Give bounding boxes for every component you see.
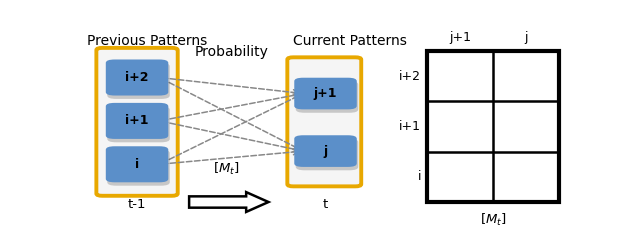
FancyBboxPatch shape [287,57,361,186]
FancyBboxPatch shape [294,78,356,109]
Text: i+1: i+1 [125,114,148,127]
FancyBboxPatch shape [106,60,168,96]
Text: i: i [418,170,421,183]
Text: $\left[ M_t \right]$: $\left[ M_t \right]$ [479,212,506,229]
Text: Probability: Probability [195,45,268,60]
FancyBboxPatch shape [108,150,170,186]
Text: t-1: t-1 [128,197,147,210]
Text: i+2: i+2 [125,71,148,84]
Text: $\left[ M_t \right]$: $\left[ M_t \right]$ [213,160,239,177]
FancyBboxPatch shape [97,48,178,196]
Text: i: i [135,158,139,171]
Bar [428,51,559,202]
FancyBboxPatch shape [108,106,170,142]
FancyBboxPatch shape [294,135,356,167]
FancyArrow shape [189,192,269,212]
Text: j+1: j+1 [449,32,471,45]
Text: i+2: i+2 [399,70,421,83]
Text: Current Patterns: Current Patterns [293,34,407,48]
Text: j+1: j+1 [314,87,337,100]
Text: j: j [323,145,328,158]
FancyBboxPatch shape [106,146,168,182]
FancyBboxPatch shape [108,63,170,99]
FancyBboxPatch shape [296,139,358,170]
Text: i+1: i+1 [399,120,421,133]
FancyBboxPatch shape [106,103,168,139]
Text: t: t [323,197,328,210]
Text: j: j [524,32,527,45]
Text: Previous Patterns: Previous Patterns [87,34,207,48]
FancyBboxPatch shape [296,81,358,113]
